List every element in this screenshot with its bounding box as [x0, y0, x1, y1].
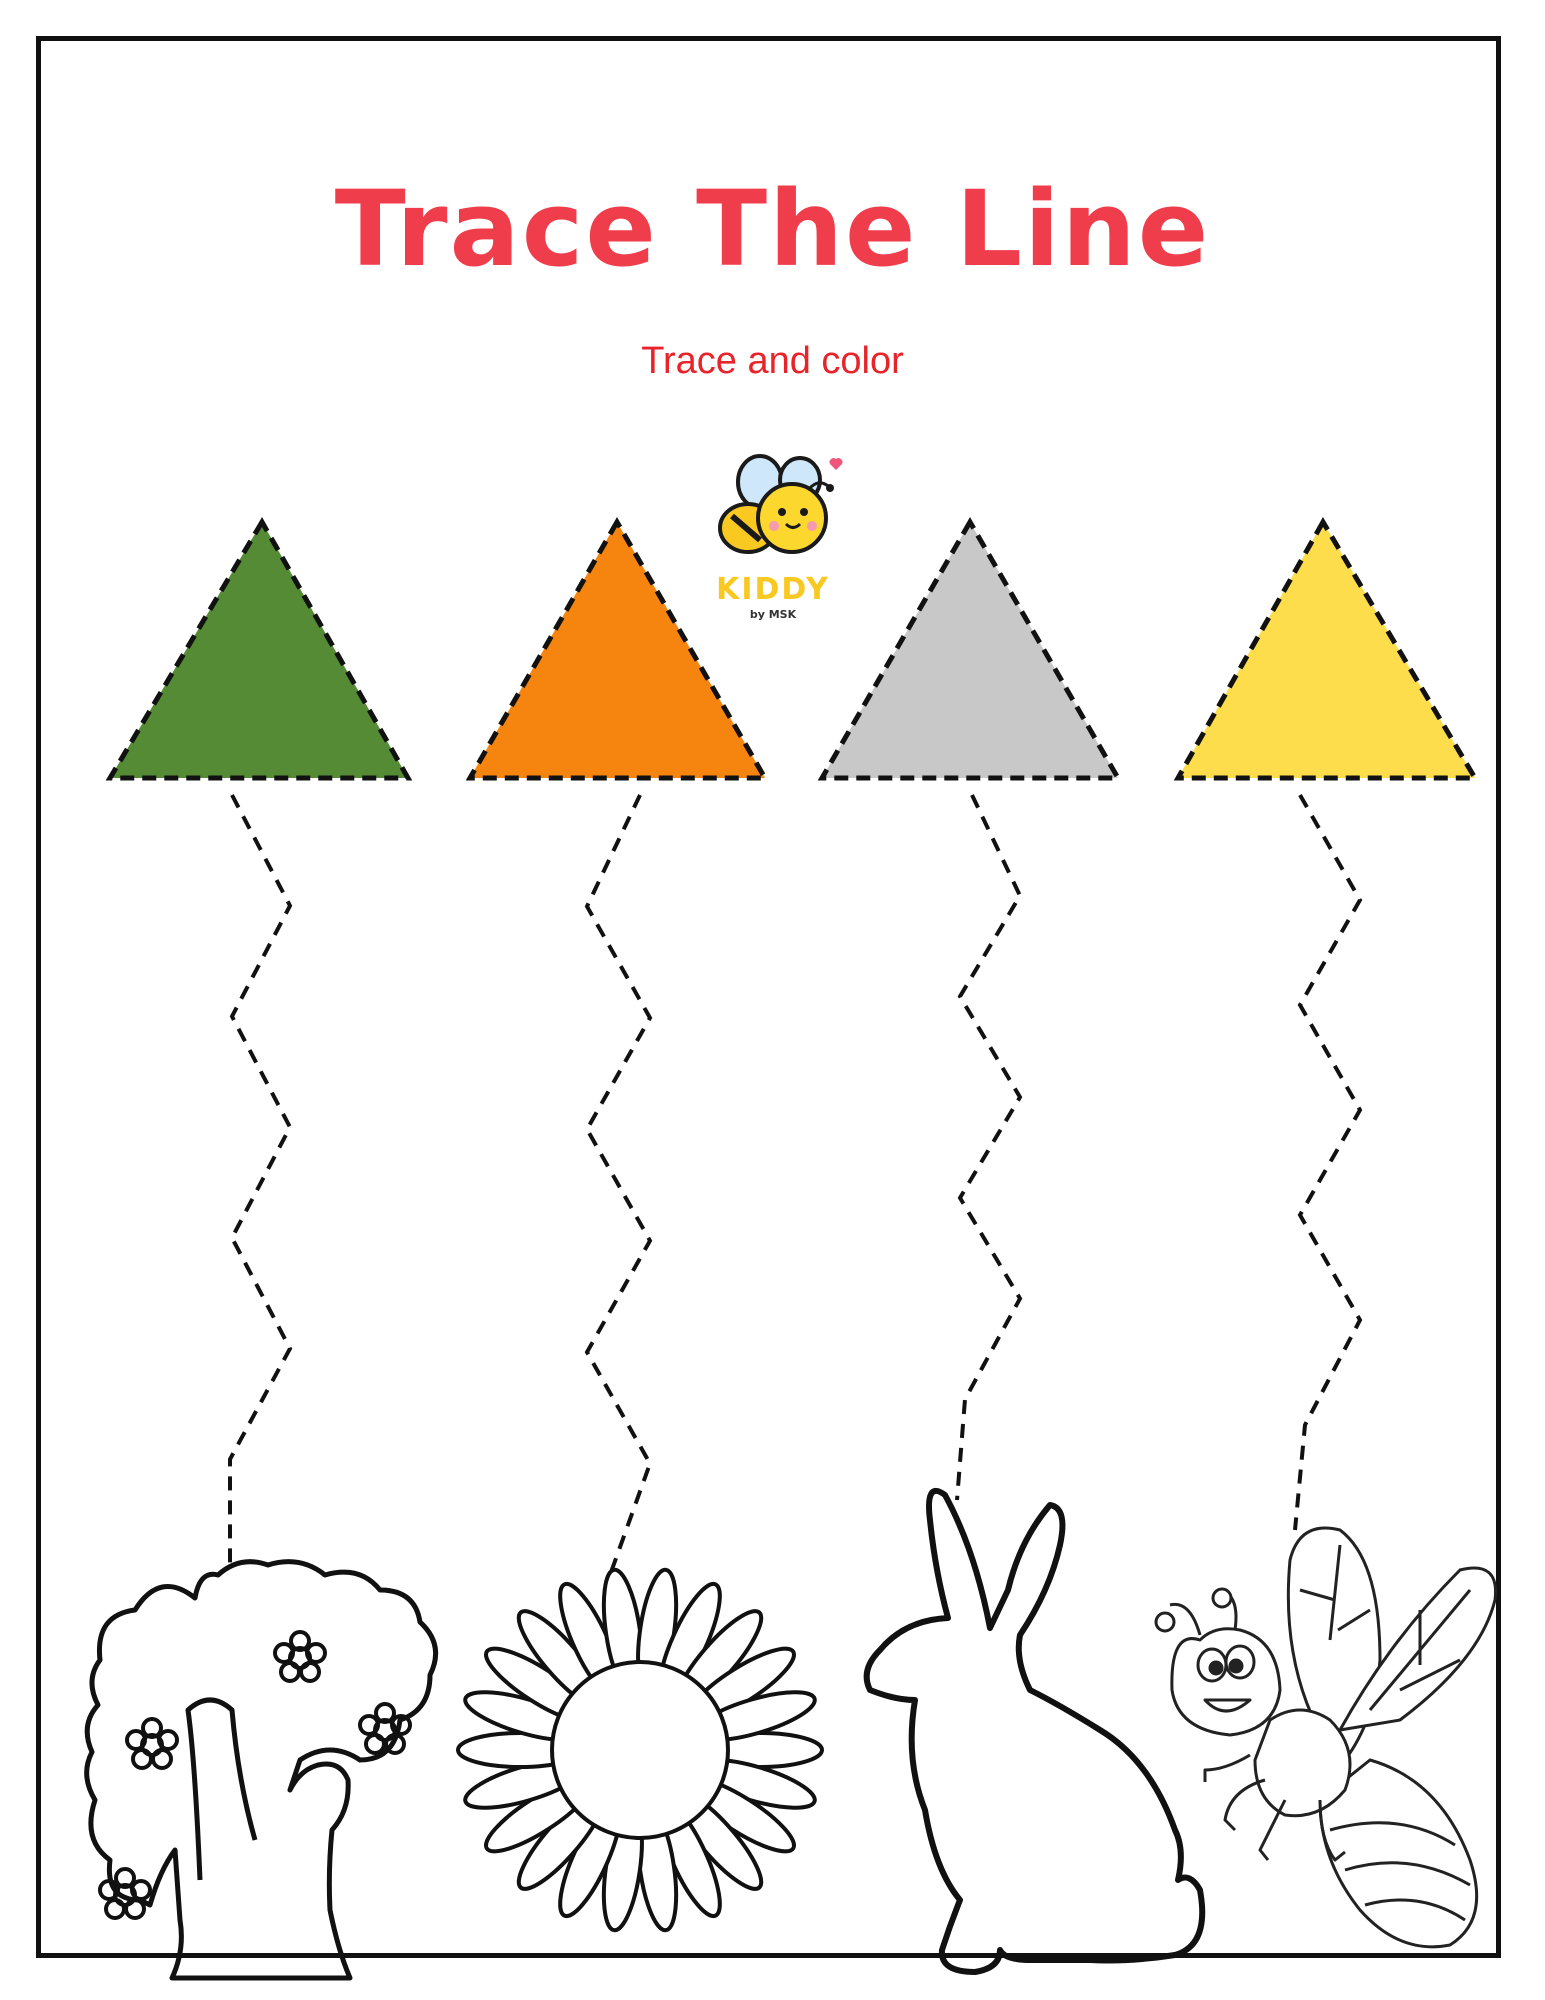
- sunflower-center: [550, 1660, 730, 1840]
- tree-flower-icon: [358, 1702, 412, 1755]
- zigzag-trace-line[interactable]: [1293, 794, 1363, 1531]
- triangle-shape: [817, 517, 1123, 781]
- sunflower-icon: [456, 1567, 824, 1933]
- page-title: Trace The Line: [334, 168, 1211, 290]
- bee-icon: [1154, 1526, 1498, 1949]
- tree-icon: [84, 1559, 439, 1981]
- tree-flower-icon: [273, 1630, 327, 1683]
- triangle-shape: [465, 516, 770, 781]
- bee-mascot-icon: [718, 454, 843, 554]
- logo-tagline: by MSK: [749, 608, 797, 621]
- zigzag-trace-line[interactable]: [584, 794, 653, 1576]
- triangle-shape: [105, 517, 413, 781]
- page-subtitle: Trace and color: [641, 340, 904, 382]
- zigzag-trace-line[interactable]: [955, 794, 1023, 1501]
- rabbit-icon: [863, 1487, 1206, 1975]
- triangle-shape: [1173, 517, 1480, 781]
- tree-flower-icon: [125, 1717, 179, 1770]
- logo-name: KIDDY: [716, 572, 830, 607]
- worksheet-border: [36, 36, 1501, 1958]
- zigzag-trace-line[interactable]: [228, 794, 293, 1570]
- tree-flower-icon: [98, 1867, 152, 1920]
